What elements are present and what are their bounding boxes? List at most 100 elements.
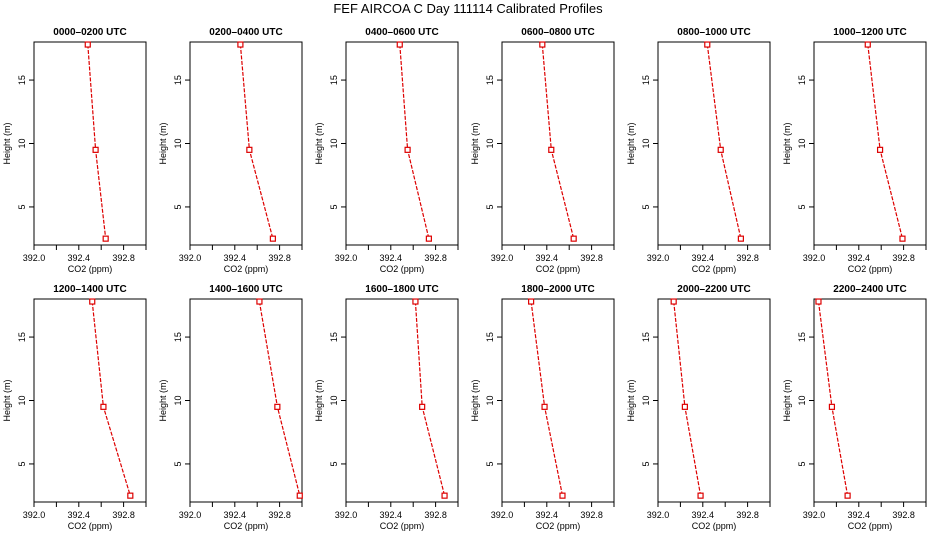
y-tick-label: 15 [173, 75, 183, 85]
x-tick-label: 392.4 [224, 253, 247, 263]
profile-panel: 1400–1600 UTC 392.0 392.4 392.8 5 10 15 CO2 (pp… [158, 284, 303, 531]
y-tick-label: 15 [17, 75, 27, 85]
x-tick-label: 392.4 [692, 253, 715, 263]
profile-point [541, 403, 548, 410]
profile-point [404, 146, 411, 153]
plot-frame [33, 298, 147, 503]
y-tick-label: 15 [641, 75, 651, 85]
y-axis-label: Height (m) [158, 122, 168, 164]
profile-point [548, 146, 555, 153]
figure-title: FEF AIRCOA C Day 111114 Calibrated Profi… [333, 1, 603, 16]
profile-point [876, 146, 884, 153]
y-tick-label: 15 [641, 332, 651, 342]
y-axis-label: Height (m) [782, 122, 792, 164]
panel-title: 0200–0400 UTC [209, 27, 282, 38]
y-tick-label: 10 [173, 395, 183, 405]
x-tick-label: 392.4 [68, 510, 91, 520]
y-axis-label: Height (m) [782, 379, 792, 421]
y-tick-label: 15 [797, 332, 807, 342]
profile-point [92, 146, 99, 153]
plot-frame [657, 41, 771, 246]
profile-point [539, 41, 546, 48]
y-tick-label: 10 [485, 395, 495, 405]
y-tick-label: 15 [329, 332, 339, 342]
profile-point [102, 235, 109, 242]
x-axis-label: CO2 (ppm) [224, 521, 269, 531]
y-tick-label: 10 [329, 138, 339, 148]
x-axis-label: CO2 (ppm) [692, 521, 737, 531]
profile-point [425, 235, 432, 242]
profile-line [258, 301, 301, 496]
panel-title: 0000–0200 UTC [53, 27, 126, 38]
y-tick-label: 10 [797, 138, 807, 148]
profile-line [673, 301, 702, 496]
x-tick-label: 392.0 [803, 510, 826, 520]
profile-point [441, 492, 448, 499]
x-tick-label: 392.8 [580, 253, 603, 263]
profile-point [84, 41, 91, 48]
profile-panel: 1000–1200 UTC 392.0 392.4 392.8 5 10 15 CO2 (pp… [782, 27, 927, 274]
y-tick-label: 5 [329, 204, 339, 209]
x-axis-label: CO2 (ppm) [848, 264, 893, 274]
x-axis-label: CO2 (ppm) [536, 264, 581, 274]
panel-title: 1800–2000 UTC [521, 284, 594, 295]
x-tick-label: 392.0 [647, 510, 670, 520]
panel-title: 0400–0600 UTC [365, 27, 438, 38]
y-axis-label: Height (m) [2, 122, 12, 164]
x-tick-label: 392.4 [68, 253, 91, 263]
x-tick-label: 392.4 [380, 253, 403, 263]
profile-point [844, 492, 851, 499]
profile-line [706, 44, 742, 239]
x-tick-label: 392.8 [112, 510, 135, 520]
profile-point [89, 298, 96, 305]
y-tick-label: 5 [173, 204, 183, 209]
x-tick-label: 392.0 [23, 510, 46, 520]
profile-panel: 1200–1400 UTC 392.0 392.4 392.8 5 10 15 CO2 (pp… [2, 284, 147, 531]
profile-point [100, 403, 107, 410]
y-tick-label: 15 [329, 75, 339, 85]
y-tick-label: 15 [485, 75, 495, 85]
profile-point [528, 298, 535, 305]
x-tick-label: 392.8 [736, 510, 759, 520]
x-tick-label: 392.0 [23, 253, 46, 263]
x-tick-label: 392.4 [380, 510, 403, 520]
x-tick-label: 392.8 [892, 253, 915, 263]
x-axis-label: CO2 (ppm) [536, 521, 581, 531]
y-tick-label: 5 [485, 204, 495, 209]
x-axis-label: CO2 (ppm) [68, 521, 113, 531]
profile-point [237, 41, 244, 48]
profile-point [396, 41, 403, 48]
panel-title: 1200–1400 UTC [53, 284, 126, 295]
y-tick-label: 10 [17, 138, 27, 148]
profile-panel: 0400–0600 UTC 392.0 392.4 392.8 5 10 15 CO2 (pp… [314, 27, 459, 274]
y-tick-label: 5 [641, 204, 651, 209]
profile-point [815, 298, 822, 305]
x-tick-label: 392.0 [803, 253, 826, 263]
plot-frame [189, 298, 303, 503]
plot-frame [657, 298, 771, 503]
y-tick-label: 10 [797, 395, 807, 405]
panel-title: 2000–2200 UTC [677, 284, 750, 295]
panel-title: 1400–1600 UTC [209, 284, 282, 295]
profile-panel: 0200–0400 UTC 392.0 392.4 392.8 5 10 15 CO2 (pp… [158, 27, 303, 274]
profile-point [559, 492, 566, 499]
profile-point [899, 235, 906, 242]
profile-line [91, 301, 131, 496]
profile-panel: 1600–1800 UTC 392.0 392.4 392.8 5 10 15 CO2 (pp… [314, 284, 459, 531]
profile-point [737, 235, 744, 242]
x-axis-label: CO2 (ppm) [380, 264, 425, 274]
x-axis-label: CO2 (ppm) [68, 264, 113, 274]
y-axis-label: Height (m) [626, 122, 636, 164]
x-tick-label: 392.0 [179, 253, 202, 263]
y-axis-label: Height (m) [626, 379, 636, 421]
profile-point [670, 298, 677, 305]
profile-line [541, 44, 575, 239]
x-axis-label: CO2 (ppm) [224, 264, 269, 274]
y-axis-label: Height (m) [158, 379, 168, 421]
x-axis-label: CO2 (ppm) [692, 264, 737, 274]
profile-line [399, 44, 430, 239]
profile-panel: 0600–0800 UTC 392.0 392.4 392.8 5 10 15 CO2 (pp… [470, 27, 615, 274]
y-tick-label: 5 [797, 204, 807, 209]
profile-point [828, 403, 836, 410]
